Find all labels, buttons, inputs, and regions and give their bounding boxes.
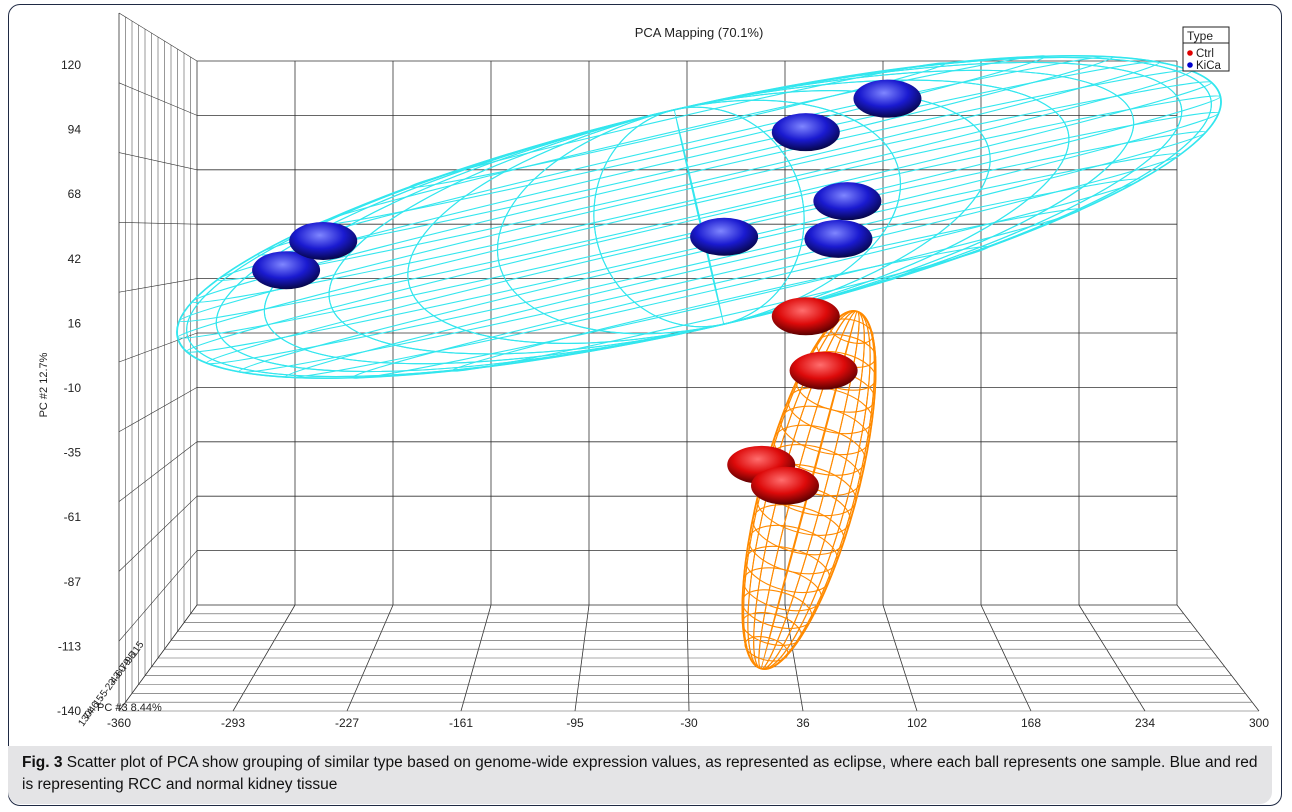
sample-point-kica [289,221,358,260]
z-axis-label: PC #3 8.44% [97,702,162,714]
kica-confidence-ellipsoid-outline [176,55,1222,379]
y-axis-ticks: 120 94 68 42 16 -10 -35 -61 -87 -113 -140 [57,58,81,718]
kica-confidence-ellipsoid-meridian [673,109,725,325]
legend-title: Type [1187,29,1213,43]
sample-point-kica [690,217,759,256]
x-tick-label: 234 [1135,716,1155,730]
legend-label: Ctrl [1196,48,1214,60]
x-tick-label: -30 [680,716,698,730]
pca-3d-scatter-chart: PCA Mapping (70.1%) 120 94 68 42 16 -10 -35 -61 -… [38,12,1269,730]
y-axis-label: PC #2 12.7% [38,352,50,417]
x-tick-label: -293 [221,716,245,730]
y-tick-label: 94 [68,123,82,137]
sample-point-ctrl [789,351,858,390]
x-tick-label: 300 [1249,716,1269,730]
sample-point-kica [804,219,873,258]
chart-title: PCA Mapping (70.1%) [635,25,764,40]
y-tick-label: -87 [64,575,82,589]
y-tick-label: 68 [68,187,82,201]
caption-text: Scatter plot of PCA show grouping of sim… [22,754,1258,793]
legend-marker [1187,62,1193,68]
y-tick-label: -10 [64,381,82,395]
y-tick-label: -140 [57,704,81,718]
series-ctrl-points [727,297,858,505]
x-tick-label: -95 [566,716,584,730]
y-tick-label: -61 [64,510,82,524]
x-tick-label: 36 [796,716,810,730]
x-tick-label: -227 [335,716,359,730]
x-axis-ticks: -360 -293 -227 -161 -95 -30 36 102 168 234 300 [107,716,1269,730]
x-tick-label: -360 [107,716,131,730]
y-tick-label: 120 [61,58,81,72]
series-kica-points [252,79,922,290]
y-tick-label: 42 [68,252,82,266]
sample-point-kica [771,113,840,152]
figure-caption: Fig. 3 Scatter plot of PCA show grouping… [8,746,1272,804]
kica-confidence-ellipsoid [176,55,1222,379]
legend-label: KiCa [1196,60,1222,72]
y-tick-label: -35 [64,446,82,460]
x-tick-label: 102 [907,716,927,730]
y-tick-label: -113 [58,639,81,653]
caption-label: Fig. 3 [22,754,63,771]
sample-point-kica [853,79,922,118]
z-tick-label: -115 [126,639,146,661]
sample-point-ctrl [751,466,819,505]
sample-point-kica [252,251,321,290]
sample-point-kica [813,182,882,221]
sample-point-ctrl [771,297,840,336]
x-tick-label: -161 [449,716,473,730]
x-tick-label: 168 [1021,716,1041,730]
y-tick-label: 16 [68,316,82,330]
figure-panel: PCA Mapping (70.1%) 120 94 68 42 16 -10 -35 -61 -… [8,4,1282,806]
legend-marker [1187,50,1193,56]
